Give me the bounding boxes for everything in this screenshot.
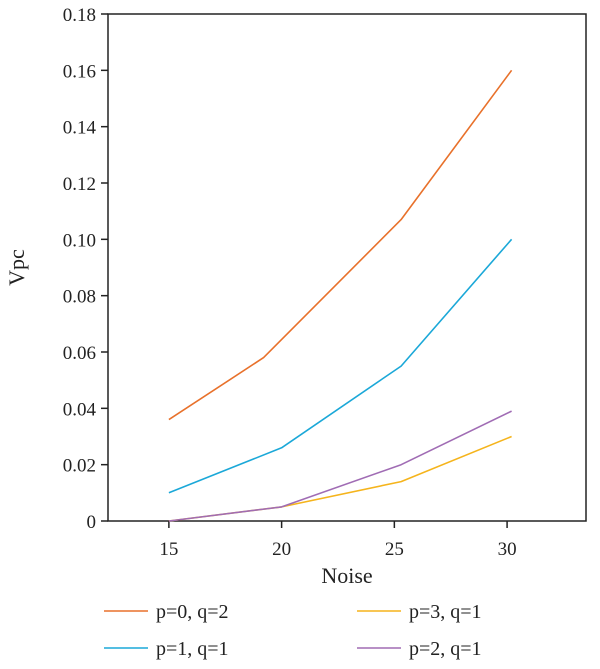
legend-label: p=2, q=1 bbox=[409, 638, 482, 660]
legend-item: p=1, q=1 bbox=[104, 638, 229, 660]
legend-label: p=0, q=2 bbox=[156, 601, 229, 623]
y-axis-title: Vpc bbox=[4, 249, 29, 286]
y-tick-label: 0.14 bbox=[63, 118, 97, 139]
y-tick-label: 0.10 bbox=[63, 230, 96, 251]
series-line-3 bbox=[168, 435, 512, 522]
y-tick-label: 0.18 bbox=[63, 5, 96, 26]
series-layer bbox=[168, 69, 513, 522]
y-tick-label: 0.04 bbox=[63, 399, 97, 420]
x-axis: 15 20 25 30 bbox=[159, 521, 517, 560]
y-tick-label: 0.08 bbox=[63, 287, 96, 308]
series-line-1 bbox=[168, 69, 513, 421]
legend-item: p=0, q=2 bbox=[104, 601, 229, 623]
x-axis-title: Noise bbox=[321, 563, 372, 588]
legend-label: p=3, q=1 bbox=[409, 601, 482, 623]
y-tick-label: 0.02 bbox=[63, 456, 96, 477]
series-line-4 bbox=[168, 410, 512, 522]
y-tick-label: 0.16 bbox=[63, 61, 96, 82]
y-axis: 0 0.02 0.04 0.06 0.08 0.10 0.12 0.14 0.16 0.18 bbox=[63, 5, 108, 533]
series-line-2 bbox=[168, 238, 513, 494]
legend-label: p=1, q=1 bbox=[156, 638, 229, 660]
x-tick-label: 15 bbox=[159, 539, 178, 560]
y-tick-label: 0 bbox=[87, 512, 97, 533]
plot-frame bbox=[107, 13, 587, 522]
legend-item: p=2, q=1 bbox=[357, 638, 482, 660]
x-tick-label: 25 bbox=[385, 539, 404, 560]
x-tick-label: 20 bbox=[272, 539, 291, 560]
plot-area bbox=[107, 13, 587, 522]
legend: p=0, q=2 p=1, q=1 p=3, q=1 p=2, q=1 bbox=[104, 601, 482, 660]
x-tick-label: 30 bbox=[498, 539, 517, 560]
legend-item: p=3, q=1 bbox=[357, 601, 482, 623]
y-tick-label: 0.06 bbox=[63, 343, 96, 364]
y-tick-label: 0.12 bbox=[63, 174, 96, 195]
